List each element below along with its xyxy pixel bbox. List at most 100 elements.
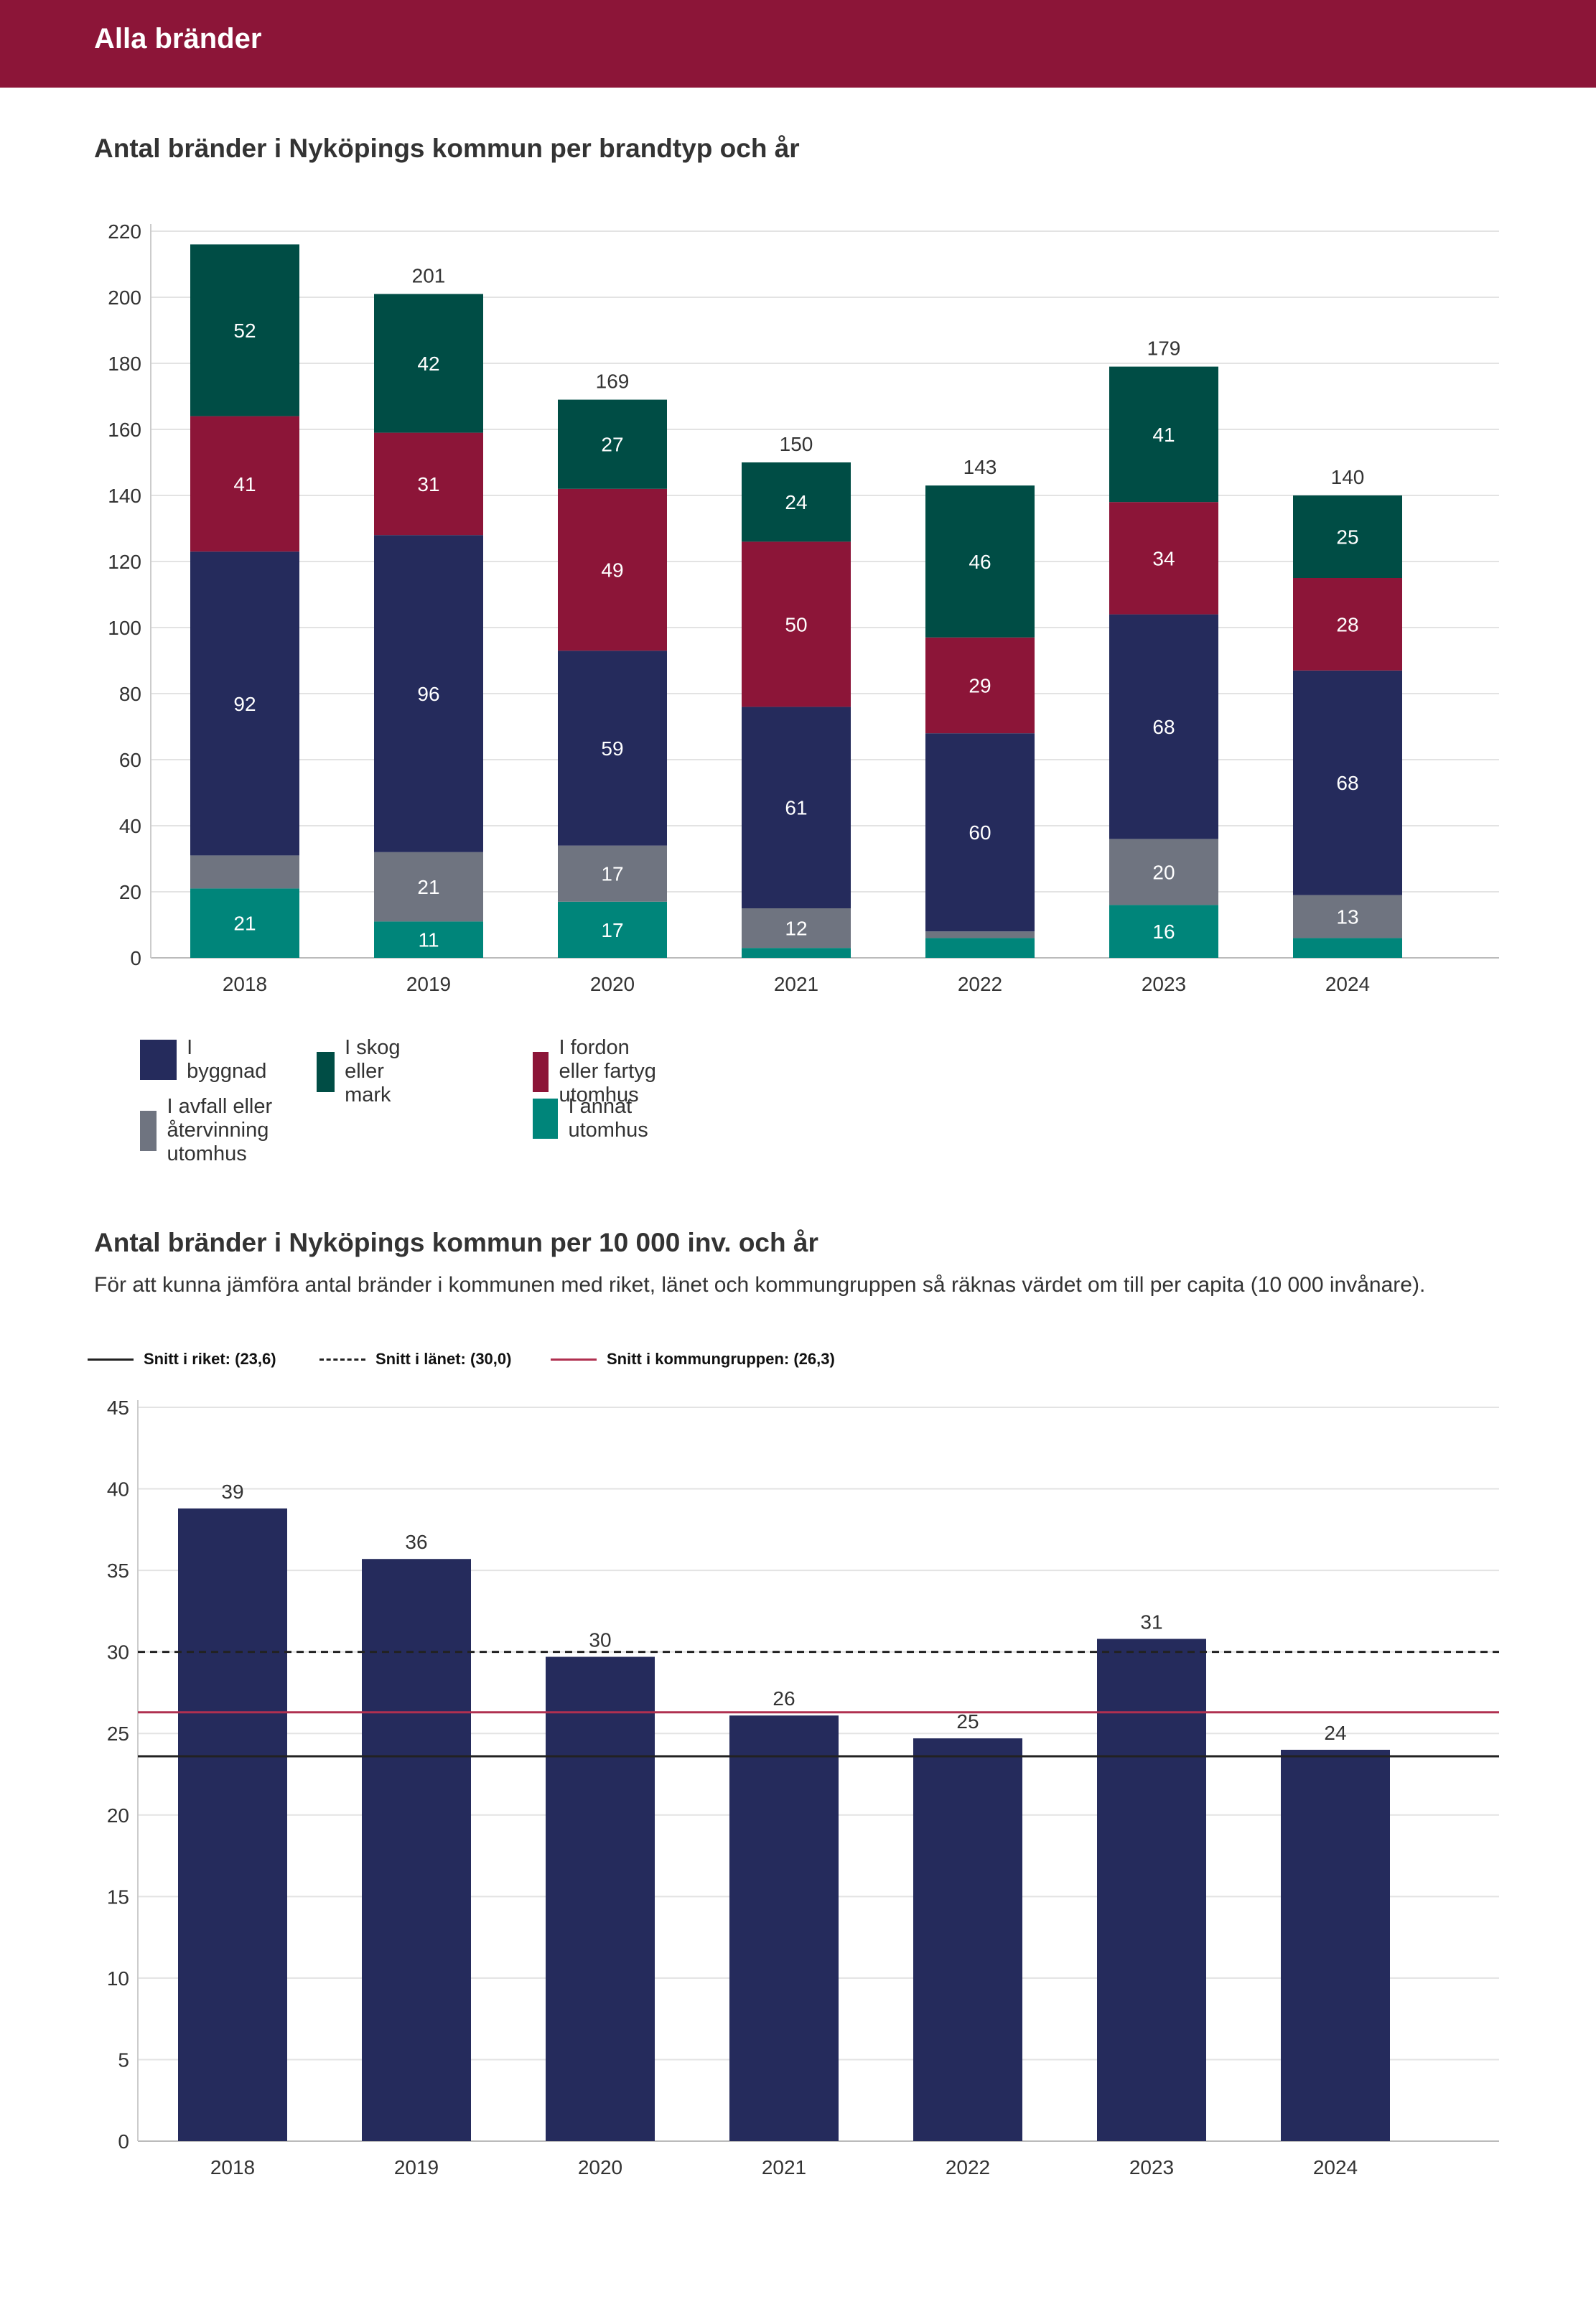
legend-label: I byggnad xyxy=(187,1036,267,1083)
y-tick-label: 200 xyxy=(108,286,141,309)
x-tick-label: 2021 xyxy=(774,973,818,995)
segment-value-label: 52 xyxy=(233,320,256,342)
segment-value-label: 17 xyxy=(601,919,623,941)
bar-segment xyxy=(558,399,667,489)
bar-segment xyxy=(190,551,299,856)
y-tick-label: 140 xyxy=(108,485,141,507)
bar-segment xyxy=(558,901,667,958)
segment-value-label: 21 xyxy=(417,876,439,898)
segment-value-label: 61 xyxy=(785,797,807,819)
segment-value-label: 25 xyxy=(1336,526,1358,549)
bar-segment xyxy=(1293,670,1402,895)
x-tick-label: 2023 xyxy=(1129,2156,1174,2178)
chart2-title: Antal bränder i Nyköpings kommun per 10 … xyxy=(94,1228,818,1257)
segment-value-label: 27 xyxy=(601,434,623,456)
legend-label-riket: Snitt i riket: (23,6) xyxy=(144,1350,276,1368)
x-tick-label: 2018 xyxy=(223,973,267,995)
legend-label: I skog eller mark xyxy=(345,1036,401,1106)
bar-total-label: 179 xyxy=(1147,337,1181,360)
solid-line-icon xyxy=(88,1358,134,1361)
legend-item-lanet: Snitt i länet: (30,0) xyxy=(319,1350,511,1369)
segment-value-label: 34 xyxy=(1152,547,1175,569)
legend-label-lanet: Snitt i länet: (30,0) xyxy=(375,1350,512,1368)
bar-segment xyxy=(1293,895,1402,938)
bar-segment xyxy=(1109,614,1218,839)
header-bar: Alla bränder xyxy=(0,0,1596,88)
x-tick-label: 2018 xyxy=(210,2156,255,2178)
bar-segment xyxy=(1293,495,1402,578)
bar xyxy=(913,1738,1022,2141)
bar-value-label: 39 xyxy=(221,1481,243,1503)
y-tick-label: 20 xyxy=(107,1804,129,1827)
segment-value-label: 68 xyxy=(1336,772,1358,794)
legend-item: I avfall eller återvinning utomhus xyxy=(140,1095,292,1166)
y-tick-label: 30 xyxy=(107,1641,129,1664)
segment-value-label: 31 xyxy=(417,473,439,495)
segment-value-label: 60 xyxy=(969,821,991,844)
x-tick-label: 2022 xyxy=(958,973,1002,995)
y-tick-label: 45 xyxy=(107,1397,129,1419)
bar-segment xyxy=(558,651,667,846)
legend-item-kommungruppen: Snitt i kommungruppen: (26,3) xyxy=(551,1350,835,1369)
segment-value-label: 59 xyxy=(601,737,623,760)
bar-value-label: 25 xyxy=(956,1710,979,1733)
legend-label: I annat utomhus xyxy=(568,1095,648,1142)
segment-value-label: 17 xyxy=(601,863,623,885)
bar xyxy=(178,1508,287,2141)
bar-segment xyxy=(1109,366,1218,503)
chart1-title: Antal bränder i Nyköpings kommun per bra… xyxy=(94,134,800,163)
bar-segment xyxy=(1109,839,1218,905)
bar xyxy=(729,1715,839,2141)
bar-total-label: 143 xyxy=(963,456,997,478)
x-tick-label: 2019 xyxy=(406,973,451,995)
y-tick-label: 0 xyxy=(130,947,141,969)
bar-segment xyxy=(1109,502,1218,615)
segment-value-label: 50 xyxy=(785,613,807,635)
y-tick-label: 180 xyxy=(108,353,141,375)
legend-label: I avfall eller återvinning utomhus xyxy=(167,1095,273,1165)
x-tick-label: 2023 xyxy=(1142,973,1186,995)
y-tick-label: 100 xyxy=(108,617,141,639)
y-tick-label: 25 xyxy=(107,1723,129,1745)
legend-swatch xyxy=(533,1051,549,1092)
bar-value-label: 26 xyxy=(773,1687,795,1710)
bar-segment xyxy=(374,535,483,852)
segment-value-label: 11 xyxy=(418,929,439,951)
legend-swatch xyxy=(140,1040,177,1080)
chart1-stacked-bar-chart: 0 20 40 60 80 100 120 140 160 180 200 220 21 92 41 52 20… xyxy=(108,220,1499,995)
bar-total-label: 169 xyxy=(596,370,630,393)
bar-segment xyxy=(190,416,299,552)
x-tick-label: 2024 xyxy=(1325,973,1370,995)
bar-segment xyxy=(742,462,851,542)
bar-segment xyxy=(558,845,667,902)
dashed-line-icon xyxy=(319,1358,365,1361)
y-tick-label: 0 xyxy=(118,2130,129,2153)
segment-value-label: 68 xyxy=(1152,716,1175,738)
bar-segment xyxy=(374,432,483,536)
bar-total-label: 140 xyxy=(1331,466,1365,488)
segment-value-label: 20 xyxy=(1152,861,1175,883)
y-tick-label: 20 xyxy=(119,881,141,903)
x-tick-label: 2019 xyxy=(394,2156,439,2178)
y-tick-label: 60 xyxy=(119,749,141,771)
legend-item: I byggnad xyxy=(140,1036,270,1083)
segment-value-label: 28 xyxy=(1336,613,1358,635)
y-tick-label: 80 xyxy=(119,683,141,705)
legend-item: I fordon eller fartyg utomhus xyxy=(533,1036,663,1107)
bar-segment xyxy=(1109,905,1218,958)
bar-segment xyxy=(190,244,299,416)
bar-value-label: 36 xyxy=(405,1531,427,1553)
y-tick-label: 40 xyxy=(119,815,141,837)
bar-segment xyxy=(374,294,483,433)
bar-segment xyxy=(190,855,299,889)
y-tick-label: 5 xyxy=(118,2049,129,2071)
segment-value-label: 41 xyxy=(233,473,256,495)
bar-segment xyxy=(190,888,299,958)
bar-total-label: 150 xyxy=(780,433,813,455)
y-tick-label: 35 xyxy=(107,1560,129,1582)
y-tick-label: 10 xyxy=(107,1967,129,1990)
bar-segment xyxy=(925,931,1035,938)
segment-value-label: 92 xyxy=(233,693,256,715)
bar-segment xyxy=(1293,578,1402,671)
bar-value-label: 30 xyxy=(589,1628,611,1651)
